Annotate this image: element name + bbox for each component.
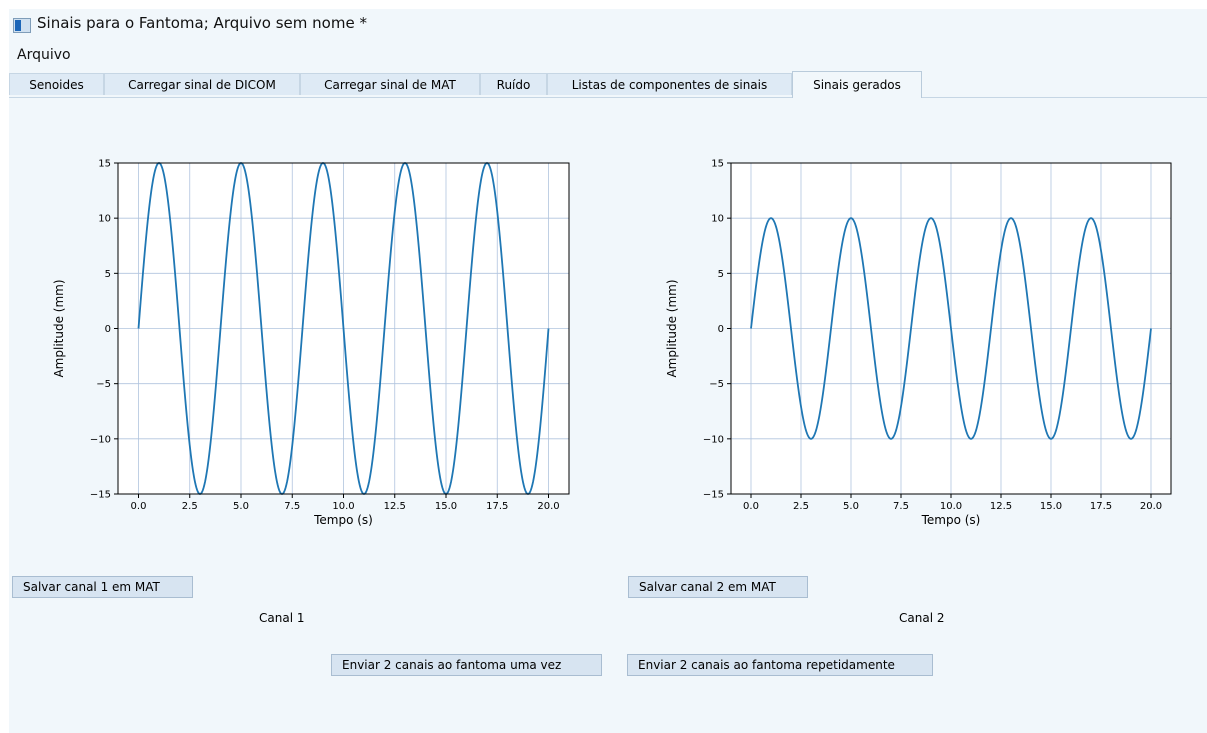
- window-title: Sinais para o Fantoma; Arquivo sem nome …: [37, 14, 367, 32]
- tab-listas-componentes[interactable]: Listas de componentes de sinais: [547, 73, 792, 95]
- x-tick-label: 2.5: [182, 501, 198, 512]
- y-tick-label: −15: [703, 490, 724, 501]
- y-axis-label: Amplitude (mm): [665, 279, 679, 377]
- tab-sinais-gerados[interactable]: Sinais gerados: [792, 71, 922, 98]
- y-tick-label: 0: [105, 324, 111, 335]
- x-tick-label: 5.0: [843, 501, 859, 512]
- x-tick-label: 2.5: [793, 501, 809, 512]
- x-tick-label: 12.5: [384, 501, 406, 512]
- title-bar: Sinais para o Fantoma; Arquivo sem nome …: [9, 9, 1207, 39]
- tab-carregar-dicom[interactable]: Carregar sinal de DICOM: [104, 73, 300, 95]
- menu-bar: Arquivo: [9, 45, 1207, 69]
- tab-ruido[interactable]: Ruído: [480, 73, 547, 95]
- x-axis-label: Tempo (s): [921, 513, 981, 527]
- x-tick-label: 10.0: [332, 501, 354, 512]
- save-channel-1-button[interactable]: Salvar canal 1 em MAT: [12, 576, 193, 598]
- series-line: [137, 162, 550, 495]
- y-tick-label: −5: [96, 379, 111, 390]
- x-tick-label: 20.0: [537, 501, 559, 512]
- menu-arquivo[interactable]: Arquivo: [17, 47, 71, 63]
- x-tick-label: 0.0: [131, 501, 147, 512]
- y-tick-label: 10: [98, 214, 111, 225]
- tab-bar: Senoides Carregar sinal de DICOM Carrega…: [9, 71, 1207, 98]
- tab-senoides[interactable]: Senoides: [9, 73, 104, 95]
- app-window: Sinais para o Fantoma; Arquivo sem nome …: [9, 9, 1207, 733]
- x-axis-label: Tempo (s): [313, 513, 373, 527]
- x-tick-label: 17.5: [1090, 501, 1112, 512]
- channel-2-label: Canal 2: [899, 611, 945, 625]
- chart-canal-1: 0.0 2.5 5.0 7.5 10.0 12.5 15.0 17.5 20.0 −15 −10 −5…: [52, 159, 570, 527]
- y-tick-label: 0: [718, 324, 724, 335]
- y-axis-label: Amplitude (mm): [52, 279, 66, 377]
- y-tick-label: 5: [718, 269, 724, 280]
- x-tick-label: 7.5: [893, 501, 909, 512]
- tab-carregar-mat[interactable]: Carregar sinal de MAT: [300, 73, 480, 95]
- x-tick-label: 7.5: [284, 501, 300, 512]
- x-tick-label: 0.0: [743, 501, 759, 512]
- x-tick-label: 10.0: [940, 501, 962, 512]
- x-tick-label: 20.0: [1140, 501, 1162, 512]
- x-tick-label: 15.0: [435, 501, 457, 512]
- send-repeat-button[interactable]: Enviar 2 canais ao fantoma repetidamente: [627, 654, 933, 676]
- app-icon: [13, 18, 31, 33]
- y-tick-label: −15: [90, 490, 111, 501]
- y-tick-label: 10: [711, 214, 724, 225]
- y-tick-label: −5: [709, 379, 724, 390]
- x-tick-label: 17.5: [486, 501, 508, 512]
- chart-canal-2: 0.0 2.5 5.0 7.5 10.0 12.5 15.0 17.5 20.0 −15 −10 −5…: [665, 159, 1172, 527]
- y-tick-label: −10: [90, 434, 111, 445]
- y-tick-label: 15: [711, 159, 724, 170]
- channel-1-label: Canal 1: [259, 611, 305, 625]
- series-line: [750, 217, 1152, 440]
- x-tick-label: 12.5: [990, 501, 1012, 512]
- x-tick-label: 5.0: [233, 501, 249, 512]
- save-channel-2-button[interactable]: Salvar canal 2 em MAT: [628, 576, 808, 598]
- y-tick-label: −10: [703, 434, 724, 445]
- y-tick-label: 5: [105, 269, 111, 280]
- send-once-button[interactable]: Enviar 2 canais ao fantoma uma vez: [331, 654, 602, 676]
- y-tick-label: 15: [98, 159, 111, 170]
- x-tick-label: 15.0: [1040, 501, 1062, 512]
